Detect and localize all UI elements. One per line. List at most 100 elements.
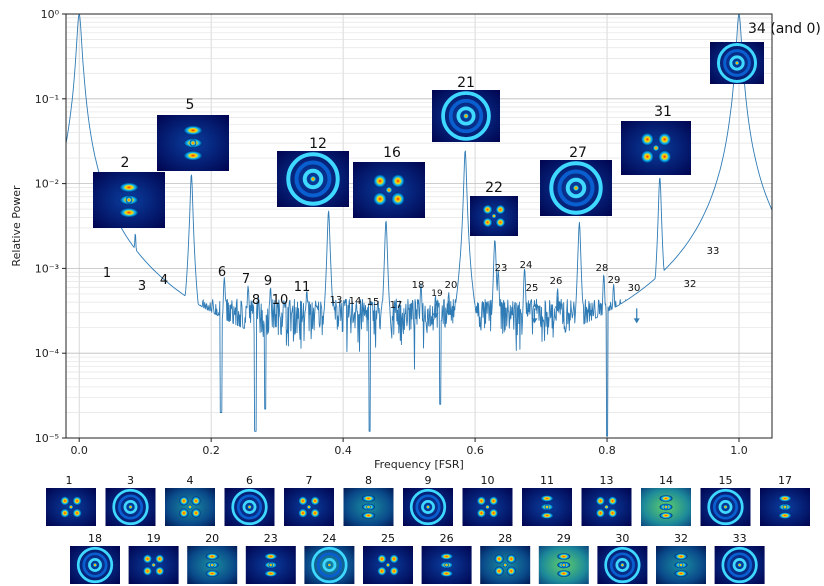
peak-label: 26 bbox=[550, 276, 563, 287]
y-tick-label: 10⁻⁵ bbox=[35, 432, 59, 445]
mode-ring bbox=[415, 494, 441, 520]
mode-lobe bbox=[155, 566, 165, 576]
peak-label: 4 bbox=[160, 273, 168, 288]
peak-label: 27 bbox=[569, 145, 587, 161]
mode-ring bbox=[448, 98, 484, 134]
thumbnail-mode-image bbox=[538, 546, 589, 584]
mode-ring bbox=[316, 552, 342, 578]
mode-lobe bbox=[595, 496, 605, 506]
mode-lobe bbox=[476, 496, 486, 506]
mode-lobe bbox=[489, 508, 499, 518]
inset-mode-image bbox=[277, 151, 349, 207]
mode-lobe bbox=[205, 570, 219, 577]
peak-label: 32 bbox=[684, 279, 697, 290]
thumbnail-label: 26 bbox=[440, 532, 454, 545]
mode-lobe bbox=[778, 495, 792, 502]
peak-label: 9 bbox=[264, 274, 272, 289]
mode-ring bbox=[718, 500, 733, 514]
mode-center bbox=[92, 562, 98, 568]
thumbnail-mode-image bbox=[641, 488, 691, 526]
peak-label: 30 bbox=[628, 283, 641, 294]
mode-center bbox=[485, 504, 490, 510]
peak-label: 17 bbox=[390, 300, 403, 311]
mode-center bbox=[544, 504, 550, 510]
mode-lobe bbox=[506, 566, 516, 576]
peak-label: 15 bbox=[367, 297, 380, 308]
mode-ring bbox=[712, 494, 739, 520]
thumbnail-label: 25 bbox=[381, 532, 395, 545]
mode-lobe bbox=[640, 150, 654, 164]
mode-center bbox=[444, 562, 449, 568]
mode-lobe bbox=[494, 566, 504, 576]
mode-lobe bbox=[391, 174, 405, 188]
peak-label: 28 bbox=[596, 263, 609, 274]
mode-ring bbox=[441, 91, 491, 141]
mode-ring bbox=[76, 546, 114, 584]
x-tick-label: 0.6 bbox=[466, 444, 484, 457]
mode-ring bbox=[615, 558, 630, 572]
mode-lobe bbox=[658, 132, 672, 146]
thumbnail-mode-image bbox=[70, 546, 120, 584]
peak-label: 31 bbox=[654, 104, 672, 120]
mode-center bbox=[678, 562, 684, 568]
mode-lobe bbox=[608, 496, 618, 506]
mode-center bbox=[385, 562, 391, 568]
peak-label: 12 bbox=[309, 136, 327, 152]
y-axis-label: Relative Power bbox=[10, 185, 23, 267]
spectrum-line bbox=[66, 14, 772, 437]
mode-lobe bbox=[205, 553, 219, 560]
peak-label: 7 bbox=[242, 272, 250, 287]
mode-lobe bbox=[119, 182, 139, 193]
peak-label: 5 bbox=[186, 97, 195, 113]
peak-label: 11 bbox=[294, 280, 311, 295]
mode-lobe bbox=[264, 553, 278, 560]
thumbnail-label: 10 bbox=[481, 474, 495, 487]
thumbnail-mode-image bbox=[656, 546, 706, 584]
thumbnail-mode-image bbox=[403, 488, 453, 526]
mode-lobe bbox=[142, 554, 153, 564]
mode-center bbox=[572, 184, 580, 192]
mode-ring bbox=[721, 546, 758, 584]
mode-ring bbox=[112, 488, 149, 526]
mode-center bbox=[723, 504, 728, 510]
thumbnail-label: 30 bbox=[615, 532, 629, 545]
mode-ring bbox=[557, 169, 595, 207]
peak-label: 25 bbox=[526, 283, 539, 294]
mode-lobe bbox=[674, 570, 688, 577]
thumbnail-label: 24 bbox=[322, 532, 336, 545]
mode-lobe bbox=[155, 554, 165, 564]
thumbnail-label: 33 bbox=[733, 532, 747, 545]
thumbnail-label: 13 bbox=[600, 474, 614, 487]
thumbnail-mode-image bbox=[304, 546, 355, 584]
mode-center bbox=[187, 504, 193, 510]
mode-center bbox=[737, 562, 742, 568]
thumbnail-label: 20 bbox=[205, 532, 219, 545]
mode-center bbox=[782, 504, 788, 510]
mode-lobe bbox=[476, 508, 486, 518]
thumbnail-mode-image bbox=[760, 488, 810, 526]
mode-lobe bbox=[362, 512, 375, 519]
mode-ring bbox=[409, 488, 447, 526]
mode-center bbox=[247, 504, 252, 510]
thumbnail-label: 8 bbox=[365, 474, 372, 487]
peak-label: 13 bbox=[330, 295, 343, 306]
mode-lobe bbox=[191, 496, 201, 506]
mode-center bbox=[385, 186, 393, 194]
mode-center bbox=[209, 562, 215, 568]
mode-center bbox=[604, 504, 609, 510]
peak-label: 34 (and 0) bbox=[748, 21, 821, 37]
mode-ring bbox=[549, 161, 603, 215]
thumbnail-label: 7 bbox=[306, 474, 313, 487]
peak-arrows bbox=[432, 296, 640, 324]
thumbnail-label: 29 bbox=[557, 532, 571, 545]
mode-center bbox=[327, 562, 332, 568]
mode-lobe bbox=[60, 496, 70, 506]
thumbnail-mode-image bbox=[343, 488, 394, 526]
peak-label: 23 bbox=[495, 263, 508, 274]
mode-center bbox=[425, 504, 431, 510]
mode-center bbox=[128, 504, 133, 510]
inset-mode-image bbox=[157, 115, 229, 171]
plot-frame bbox=[65, 13, 773, 439]
mode-lobe bbox=[674, 553, 688, 560]
mode-lobe bbox=[440, 570, 454, 577]
